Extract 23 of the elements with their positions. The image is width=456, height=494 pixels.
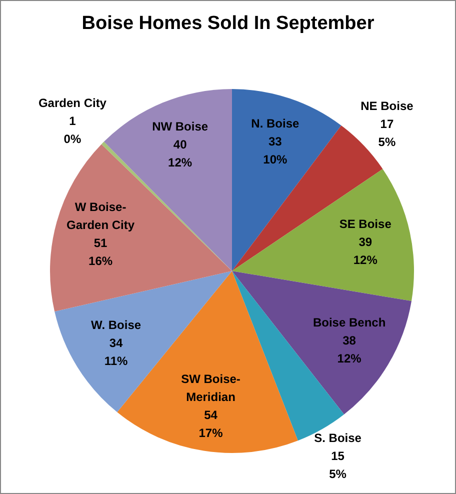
pie-slice (232, 89, 342, 271)
slice-label: NW Boise (152, 120, 208, 134)
slice-label: NE Boise (360, 99, 414, 114)
slice-label: Boise Bench (312, 316, 386, 330)
slice-label: W Boise-Garden City (66, 200, 135, 232)
slice-label: SE Boise (339, 216, 392, 231)
data-label: 39 12% (353, 234, 378, 267)
data-label: 17 5% (378, 117, 396, 150)
slice-label: Garden City (38, 96, 107, 110)
data-label: 33 10% (263, 134, 288, 166)
data-label: 1 0% (64, 114, 82, 146)
pie-slice (232, 168, 414, 302)
slice-label: SW Boise-Meridian (181, 372, 240, 404)
data-label: 15 5% (329, 449, 347, 482)
slice-label: W. Boise (91, 318, 142, 332)
data-label: 34 11% (104, 336, 128, 368)
data-label: 51 16% (88, 236, 113, 268)
chart-title: Boise Homes Sold In September (80, 13, 376, 35)
data-label: 40 12% (168, 138, 192, 170)
data-label: 38 12% (337, 334, 362, 366)
slice-label: N. Boise (251, 116, 300, 130)
data-label: 54 17% (198, 408, 224, 440)
slice-label: S. Boise (314, 431, 362, 446)
